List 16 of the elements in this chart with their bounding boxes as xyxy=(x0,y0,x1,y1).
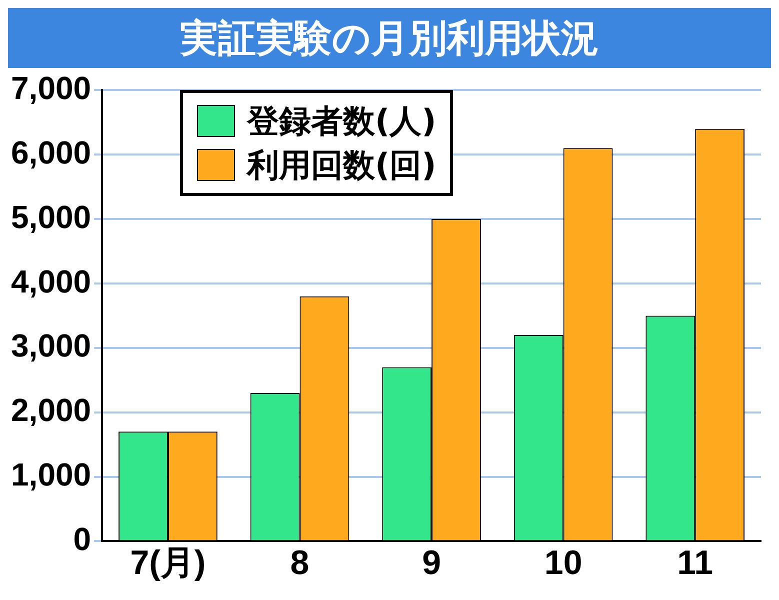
x-tick-label: 7(月) xyxy=(130,544,206,582)
chart-title: 実証実験の月別利用状況 xyxy=(8,8,771,68)
x-tick-label: 10 xyxy=(544,544,582,582)
y-tick-label: 0 xyxy=(73,521,92,558)
y-tick-label: 2,000 xyxy=(11,392,92,428)
legend-label: 利用回数(回) xyxy=(247,145,436,186)
y-tick-label: 5,000 xyxy=(11,198,92,235)
y-tick-label: 6,000 xyxy=(11,134,92,170)
y-tick-label: 3,000 xyxy=(11,328,92,364)
y-tick-label: 1,000 xyxy=(11,456,92,493)
y-tick-label: 4,000 xyxy=(11,263,92,300)
x-tick-label: 8 xyxy=(290,544,310,582)
x-tick-label: 11 xyxy=(677,544,714,582)
x-tick-label: 9 xyxy=(422,544,441,582)
y-tick-label: 7,000 xyxy=(11,70,92,106)
legend-label: 登録者数(人) xyxy=(247,101,436,142)
